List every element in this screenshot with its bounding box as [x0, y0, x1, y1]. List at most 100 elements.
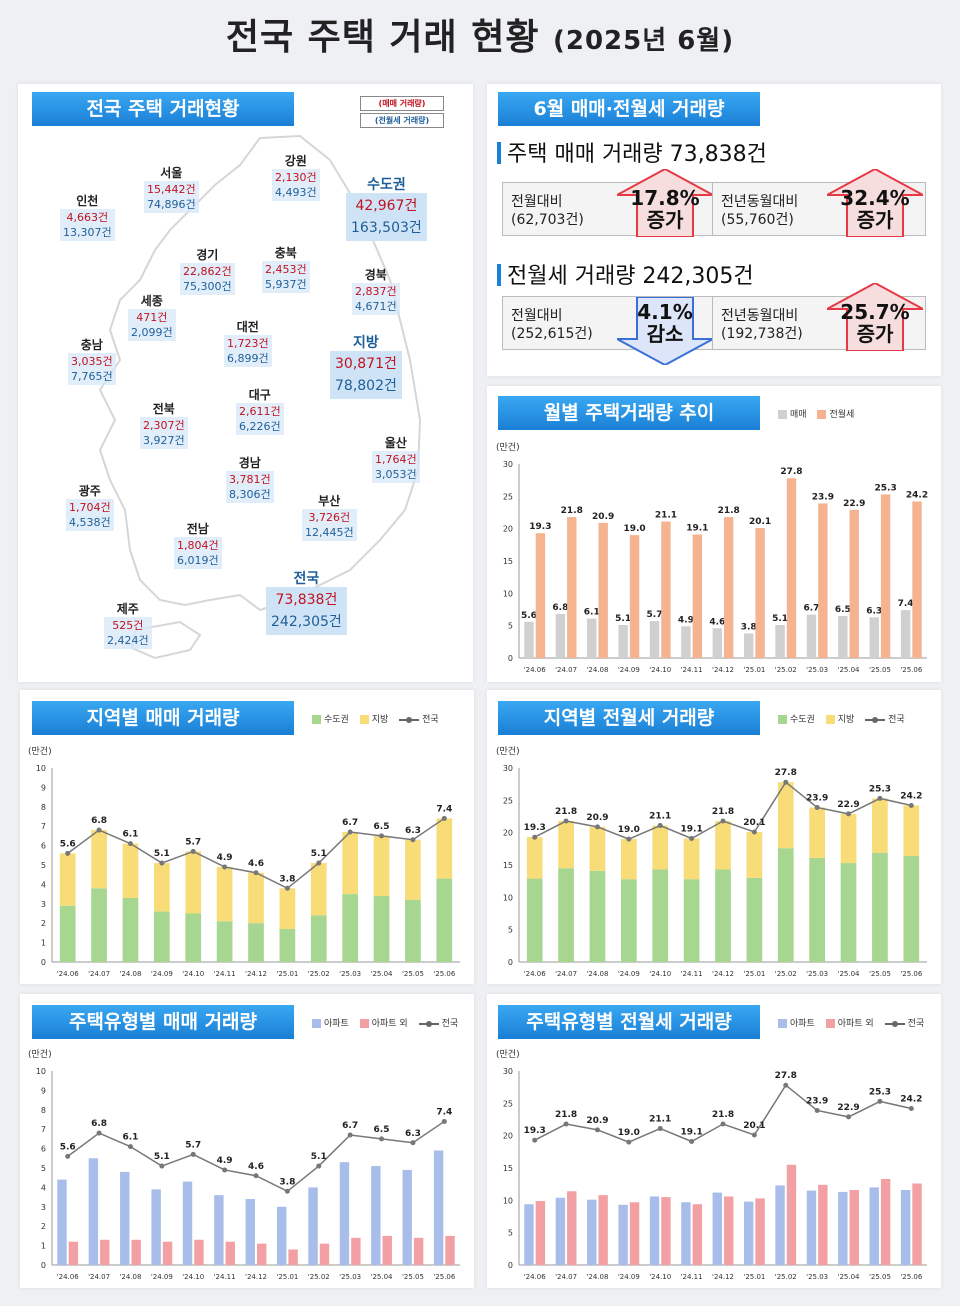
lease-headline: 전월세 거래량 242,305건 [497, 258, 754, 290]
y-tick-label: 1 [41, 939, 46, 948]
box-dir: 증가 [856, 322, 894, 346]
line-point [594, 824, 600, 830]
data-label: 5.7 [185, 1140, 201, 1150]
data-label: 19.3 [529, 522, 551, 532]
bar [524, 621, 534, 658]
x-tick-label: '25.03 [806, 970, 828, 978]
sale-yoy-box: 전년동월대비 (55,760건) 32.4% 증가 [712, 167, 926, 238]
x-tick-label: '24.10 [182, 970, 204, 978]
data-label: 21.8 [561, 506, 583, 516]
legend-item: 아파트 [324, 1019, 349, 1029]
y-tick-label: 6 [41, 1145, 46, 1154]
region-gyeonggi: 경기 22,862건 75,300건 [180, 248, 235, 295]
box-dir: 증가 [646, 208, 684, 232]
region-gyeongnam: 경남 3,781건 8,306건 [226, 456, 274, 503]
region-name: 경기 [196, 248, 219, 262]
data-label: 23.9 [812, 492, 834, 502]
region-lease-chart-legend: 수도권 지방 전국 [770, 712, 905, 725]
line-point [657, 823, 663, 829]
region-chungbuk: 충북 2,453건 5,937건 [262, 246, 310, 293]
line-point [316, 1163, 322, 1169]
line-point [720, 1121, 726, 1127]
sale-mom-box: 전월대비 (62,703건) 17.8% 증가 [502, 167, 716, 238]
region-sale-chart-legend: 수도권 지방 전국 [304, 712, 439, 725]
data-label: 4.9 [217, 853, 233, 863]
data-label: 22.9 [843, 499, 865, 509]
y-tick-label: 8 [41, 803, 46, 812]
y-tick-label: 1 [41, 1242, 46, 1251]
bar [279, 888, 296, 930]
bar [786, 478, 797, 658]
x-tick-label: '25.03 [806, 666, 828, 674]
region-lease: 7,765건 [71, 370, 113, 383]
bar [681, 1202, 691, 1265]
line-point [563, 818, 569, 824]
type-sale-chart-legend: 아파트 아파트 외 전국 [304, 1016, 458, 1029]
x-tick-label: '25.06 [433, 970, 456, 978]
bar [806, 1190, 817, 1265]
bar [755, 1198, 765, 1265]
data-label: 21.8 [712, 1110, 734, 1120]
bar [342, 832, 358, 895]
bar [162, 1241, 173, 1265]
x-tick-label: '25.03 [339, 970, 361, 978]
data-label: 6.1 [584, 608, 600, 618]
bar [288, 1249, 298, 1265]
data-label: 19.3 [524, 823, 546, 833]
region-daejeon: 대전 1,723건 6,899건 [224, 320, 272, 367]
line-point [908, 1106, 914, 1112]
y-tick-label: 5 [508, 1229, 513, 1238]
x-tick-label: '25.06 [900, 1273, 923, 1281]
x-tick-label: '24.11 [681, 666, 703, 674]
bar [589, 870, 606, 962]
region-gangwon: 강원 2,130건 4,493건 [272, 154, 320, 201]
bar [618, 625, 628, 658]
bar [555, 1197, 566, 1265]
legend-item: 전국 [888, 715, 905, 725]
legend-item: 전국 [441, 1019, 459, 1029]
data-label: 19.0 [623, 524, 645, 534]
data-label: 6.7 [342, 1121, 358, 1131]
bar [68, 1241, 79, 1265]
bar [746, 877, 763, 962]
data-label: 19.1 [681, 824, 703, 834]
line-point [657, 1126, 663, 1132]
line-point [65, 850, 71, 856]
y-tick-label: 10 [503, 1196, 513, 1205]
bar [308, 1187, 318, 1265]
x-tick-label: '25.04 [371, 1273, 394, 1281]
line-point [379, 1136, 385, 1142]
bar [567, 517, 577, 658]
bar [712, 1192, 722, 1265]
x-tick-label: '24.10 [649, 1273, 671, 1281]
bar [587, 618, 597, 658]
bar [683, 838, 700, 880]
box-pct: 17.8% [630, 186, 700, 210]
data-label: 6.3 [405, 826, 421, 836]
bar [558, 821, 574, 869]
region-lease: 4,493건 [275, 186, 317, 199]
region-sale: 1,764건 [375, 453, 417, 466]
data-label: 7.4 [436, 1107, 452, 1117]
line-point [751, 829, 757, 835]
line-point [96, 1130, 102, 1136]
region-sale-chart-unit: (만건) [28, 747, 52, 757]
map-legend: (매매 거래량) (전월세 거래량) [360, 96, 444, 130]
sale-headline-text: 주택 매매 거래량 73,838건 [507, 142, 767, 167]
x-tick-label: '25.01 [743, 666, 765, 674]
bar [225, 1241, 236, 1265]
bar [436, 818, 453, 879]
bar [809, 857, 825, 962]
y-tick-label: 5 [41, 1164, 46, 1173]
y-tick-label: 7 [41, 1125, 46, 1134]
box-pct: 25.7% [840, 300, 910, 324]
data-label: 21.8 [718, 506, 740, 516]
bar [692, 534, 703, 658]
data-label: 5.1 [154, 1152, 170, 1162]
y-tick-label: 9 [41, 783, 46, 792]
x-tick-label: '25.05 [402, 1273, 424, 1281]
box-label: 전월대비 [511, 194, 563, 210]
data-label: 20.1 [749, 517, 771, 527]
data-label: 6.7 [342, 818, 358, 828]
bar [526, 837, 543, 879]
